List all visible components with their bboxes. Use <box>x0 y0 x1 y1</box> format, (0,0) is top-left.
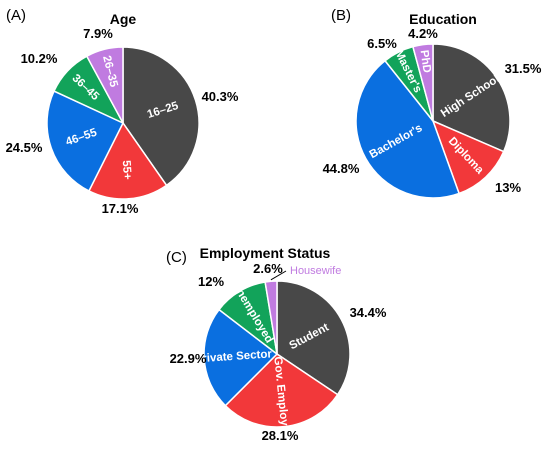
pie-pct-label-1-1: 13% <box>495 180 521 195</box>
pie-slice-label-1-4: PhD <box>418 49 433 73</box>
pie-pct-label-0-3: 10.2% <box>21 51 58 66</box>
pie-pct-label-2-2: 22.9% <box>170 351 207 366</box>
pie-slice-0-2 <box>46 90 125 192</box>
pie-slice-0-4 <box>85 46 124 124</box>
pie-pct-label-0-1: 17.1% <box>102 201 139 216</box>
pie-education: High School31.5%Diploma13%Bachelor's44.8… <box>323 26 542 199</box>
pie-pct-label-2-4: 2.6% <box>253 261 283 276</box>
pie-pct-label-1-0: 31.5% <box>505 61 542 76</box>
pie-slice-2-4 <box>264 280 278 355</box>
pie-pct-label-2-3: 12% <box>198 274 224 289</box>
pie-pct-label-0-4: 7.9% <box>83 26 113 41</box>
panel-c-letter: (C) <box>166 249 187 266</box>
pie-slice-label-2-4: Housewife <box>290 265 341 277</box>
panel-a-letter: (A) <box>6 7 26 24</box>
pie-pct-label-0-2: 24.5% <box>6 140 43 155</box>
pie-pct-label-1-4: 4.2% <box>408 26 438 41</box>
pie-slice-label-2-2: Private Sector <box>194 348 272 365</box>
panel-b: (B) Education High School31.5%Diploma13%… <box>323 7 542 199</box>
pie-slice-2-2 <box>203 308 279 407</box>
pie-slice-0-1 <box>87 121 168 200</box>
pie-slice-1-1 <box>431 119 505 195</box>
panel-a: (A) Age 16–2540.3%55+17.1%46–5524.5%36–4… <box>6 7 239 216</box>
panel-c-title: Employment Status <box>200 245 331 261</box>
pie-pct-label-2-0: 34.4% <box>350 305 387 320</box>
pie-slice-1-2 <box>355 59 461 199</box>
pie-slice-label-0-1: 55+ <box>120 160 133 181</box>
panel-a-title: Age <box>110 11 137 27</box>
panel-b-title: Education <box>409 11 477 27</box>
pie-pct-label-1-2: 44.8% <box>323 161 360 176</box>
pie-slice-1-0 <box>432 43 511 153</box>
pie-slice-0-0 <box>122 46 200 187</box>
pie-pct-label-1-3: 6.5% <box>367 36 397 51</box>
panel-b-letter: (B) <box>331 7 351 24</box>
pie-leader-line-2-4 <box>270 270 287 281</box>
pie-slice-2-1 <box>224 353 339 428</box>
pie-slice-2-0 <box>276 280 351 396</box>
pie-pct-label-0-0: 40.3% <box>202 89 239 104</box>
pie-slice-1-4 <box>411 43 434 122</box>
pie-pct-label-2-1: 28.1% <box>262 428 299 443</box>
